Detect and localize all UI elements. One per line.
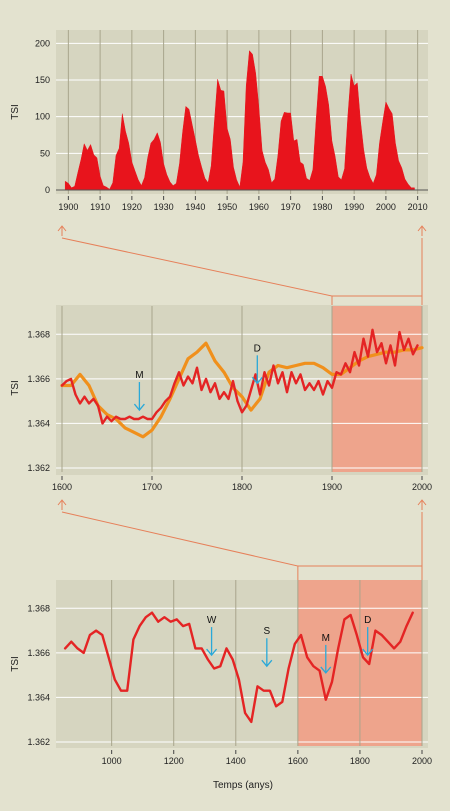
- sunspot-y-axis-label: TSI: [10, 104, 21, 120]
- tsi-1600-tick-labels: 1.362 1.364 1.366 1.368 1600 1700 1800 1900 2000: [27, 329, 432, 492]
- x-tick-label: 1930: [154, 202, 174, 212]
- annotation-arrowhead: [362, 648, 374, 657]
- x-tick-label: 1000: [102, 756, 122, 766]
- annotation-d: D: [251, 343, 263, 385]
- sunspot-tick-labels: 0 50 100 150 200 1900 1910 1920 1930 1940 1950 1960…: [35, 38, 428, 212]
- annotation-label: M: [322, 633, 330, 644]
- annotation-label: M: [135, 370, 143, 381]
- tsi-1600-highlight: [332, 306, 422, 472]
- y-tick-label: 100: [35, 112, 50, 122]
- x-tick-label: 1960: [249, 202, 269, 212]
- x-tick-label: 1980: [312, 202, 332, 212]
- annotation-label: S: [263, 626, 270, 637]
- y-tick-label: 150: [35, 75, 50, 85]
- y-tick-label: 1.362: [27, 737, 50, 747]
- tsi-1600-2000-panel: 1.362 1.364 1.366 1.368 1600 1700 1800 1900 2000…: [10, 305, 432, 492]
- tsi-1600-gridlines: [56, 306, 428, 472]
- y-tick-label: 50: [40, 148, 50, 158]
- annotation-arrowhead: [133, 403, 145, 412]
- annotation-arrowhead: [251, 376, 263, 385]
- annotation-arrowhead: [206, 648, 218, 657]
- x-tick-label: 1900: [58, 202, 78, 212]
- annotation-label: W: [207, 615, 217, 626]
- sunspot-area: [64, 50, 415, 191]
- series-line: [60, 328, 419, 425]
- tsi-850-annotations: W S M D: [206, 615, 374, 674]
- y-tick-label: 1.364: [27, 692, 50, 702]
- highlight-band: [332, 306, 422, 472]
- y-tick-label: 0: [45, 185, 50, 195]
- zoom-connectors: [57, 225, 427, 580]
- y-tick-label: 1.366: [27, 648, 50, 658]
- sunspot-area-series: [56, 50, 428, 191]
- connector-arrowhead: [417, 225, 427, 232]
- annotation-m: M: [320, 633, 332, 674]
- tsi-850-tick-labels: 1.362 1.364 1.366 1.368 1000 1200 1400 1600 1800…: [27, 603, 432, 766]
- tsi-1600-line-series: [60, 328, 424, 439]
- tsi-850-2000-panel: 1.362 1.364 1.366 1.368 1000 1200 1400 1600 1800…: [10, 580, 432, 791]
- x-tick-label: 1920: [122, 202, 142, 212]
- y-tick-label: 1.362: [27, 463, 50, 473]
- x-tick-label: 1700: [142, 482, 162, 492]
- tsi-1600-annotations: MD: [133, 343, 263, 412]
- x-tick-label: 1940: [185, 202, 205, 212]
- tsi-850-line-series: [63, 611, 414, 724]
- x-tick-label: 1600: [288, 756, 308, 766]
- annotation-d: D: [362, 615, 374, 657]
- series-line: [60, 341, 424, 439]
- x-tick-label: 1990: [344, 202, 364, 212]
- tsi-1600-y-axis-label: TSI: [10, 380, 21, 396]
- x-tick-label: 2000: [412, 756, 432, 766]
- annotation-label: D: [364, 615, 371, 626]
- annotation-arrowhead: [320, 666, 332, 674]
- x-tick-label: 1950: [217, 202, 237, 212]
- y-tick-label: 1.366: [27, 374, 50, 384]
- annotation-w: W: [206, 615, 218, 657]
- connector-arrowhead: [57, 225, 67, 232]
- x-tick-label: 1600: [52, 482, 72, 492]
- y-tick-label: 1.368: [27, 603, 50, 613]
- x-tick-label: 1200: [164, 756, 184, 766]
- x-tick-label: 1910: [90, 202, 110, 212]
- connector-arrowhead: [417, 499, 427, 506]
- x-tick-label: 2000: [412, 482, 432, 492]
- x-tick-label: 1400: [226, 756, 246, 766]
- x-tick-label: 2010: [408, 202, 428, 212]
- connector-line: [61, 237, 333, 305]
- annotation-s: S: [261, 626, 273, 668]
- y-tick-label: 1.364: [27, 418, 50, 428]
- x-tick-label: 2000: [376, 202, 396, 212]
- y-tick-label: 200: [35, 38, 50, 48]
- x-tick-label: 1800: [350, 756, 370, 766]
- series-line: [63, 611, 414, 724]
- x-tick-label: 1900: [322, 482, 342, 492]
- x-tick-label: 1800: [232, 482, 252, 492]
- x-tick-label: 1970: [281, 202, 301, 212]
- annotation-m: M: [133, 370, 145, 412]
- x-axis-label: Temps (anys): [213, 780, 273, 791]
- sunspot-panel: 0 50 100 150 200 1900 1910 1920 1930 1940 1950 1960…: [10, 30, 428, 212]
- annotation-label: D: [254, 343, 261, 354]
- connector-line: [61, 511, 299, 580]
- connector-arrowhead: [57, 499, 67, 506]
- tsi-850-y-axis-label: TSI: [10, 656, 21, 672]
- annotation-arrowhead: [261, 659, 273, 668]
- y-tick-label: 1.368: [27, 329, 50, 339]
